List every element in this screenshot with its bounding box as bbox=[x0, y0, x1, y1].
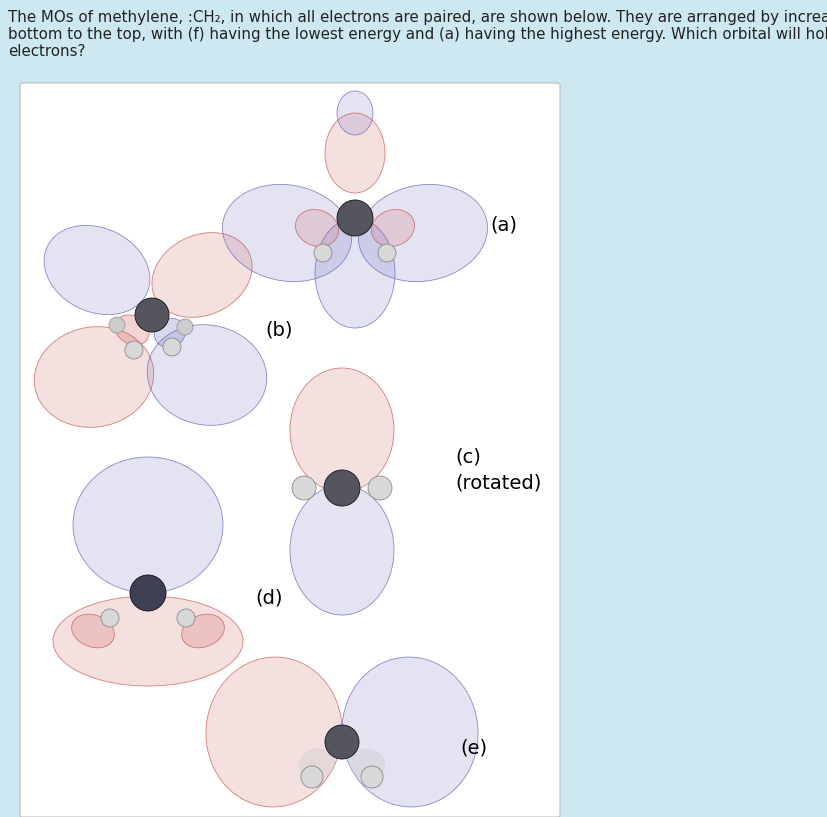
Ellipse shape bbox=[295, 209, 338, 247]
Circle shape bbox=[135, 298, 169, 332]
Text: (a): (a) bbox=[490, 216, 516, 234]
Circle shape bbox=[125, 341, 143, 359]
Circle shape bbox=[292, 476, 316, 500]
Circle shape bbox=[101, 609, 119, 627]
Circle shape bbox=[323, 470, 360, 506]
Ellipse shape bbox=[325, 113, 385, 193]
Bar bbox=[577, 0, 827, 817]
Ellipse shape bbox=[206, 657, 342, 807]
Circle shape bbox=[177, 319, 193, 335]
Text: bottom to the top, with (f) having the lowest energy and (a) having the highest : bottom to the top, with (f) having the l… bbox=[8, 27, 827, 42]
Ellipse shape bbox=[147, 324, 266, 426]
FancyBboxPatch shape bbox=[20, 83, 559, 817]
Ellipse shape bbox=[115, 315, 149, 345]
Text: (d): (d) bbox=[255, 588, 282, 608]
Ellipse shape bbox=[289, 485, 394, 615]
Ellipse shape bbox=[34, 327, 154, 427]
Circle shape bbox=[378, 244, 395, 262]
Text: The MOs of methylene, :CH₂, in which all electrons are paired, are shown below. : The MOs of methylene, :CH₂, in which all… bbox=[8, 10, 827, 25]
Circle shape bbox=[109, 317, 125, 333]
Ellipse shape bbox=[299, 749, 334, 779]
Ellipse shape bbox=[155, 319, 185, 347]
Circle shape bbox=[130, 575, 165, 611]
Ellipse shape bbox=[289, 368, 394, 492]
Ellipse shape bbox=[222, 185, 351, 282]
Circle shape bbox=[337, 200, 372, 236]
Ellipse shape bbox=[181, 614, 224, 648]
Ellipse shape bbox=[314, 218, 394, 328]
Ellipse shape bbox=[358, 185, 487, 282]
Ellipse shape bbox=[342, 657, 477, 807]
Ellipse shape bbox=[53, 596, 242, 686]
Ellipse shape bbox=[71, 614, 114, 648]
Ellipse shape bbox=[44, 225, 150, 315]
Circle shape bbox=[163, 338, 181, 356]
Circle shape bbox=[313, 244, 332, 262]
Text: (e): (e) bbox=[460, 739, 486, 757]
Text: (b): (b) bbox=[265, 320, 292, 340]
Ellipse shape bbox=[371, 209, 414, 247]
Circle shape bbox=[177, 609, 195, 627]
Circle shape bbox=[325, 725, 359, 759]
Text: (c)
(rotated): (c) (rotated) bbox=[455, 447, 541, 493]
Circle shape bbox=[301, 766, 323, 788]
Circle shape bbox=[367, 476, 391, 500]
Circle shape bbox=[361, 766, 383, 788]
Ellipse shape bbox=[337, 91, 372, 135]
Ellipse shape bbox=[73, 457, 222, 593]
Text: electrons?: electrons? bbox=[8, 44, 85, 59]
Ellipse shape bbox=[349, 749, 385, 779]
Ellipse shape bbox=[151, 233, 251, 317]
